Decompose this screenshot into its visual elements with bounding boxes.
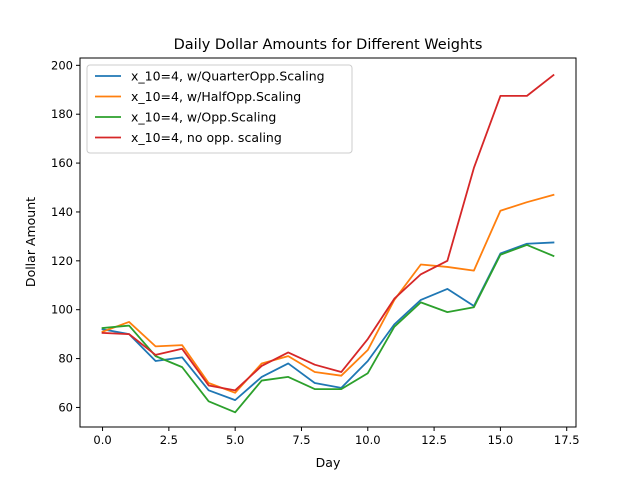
chart-title: Daily Dollar Amounts for Different Weigh…: [174, 37, 483, 53]
legend: x_10=4, w/QuarterOpp.Scaling x_10=4, w/Ha…: [86, 64, 353, 154]
x-tick-label: 7.5: [292, 433, 310, 447]
x-tick-label: 5.0: [226, 433, 244, 447]
y-tick-label: 200: [51, 58, 73, 72]
x-tick-label: 12.5: [421, 433, 447, 447]
x-tick-label: 0.0: [93, 433, 111, 447]
y-axis-label: Dollar Amount: [23, 197, 38, 287]
legend-box: [86, 64, 353, 154]
legend-label-3: x_10=4, w/Opp.Scaling: [131, 110, 276, 125]
y-tick-label: 80: [58, 352, 73, 366]
series-line-4: [101, 73, 555, 392]
series-line-3: [101, 244, 555, 414]
x-axis-label: Day: [316, 455, 341, 470]
y-axis: 60 80 100 120 140 160 180 200: [51, 58, 80, 414]
y-tick-label: 160: [51, 156, 73, 170]
y-tick-label: 120: [51, 254, 73, 268]
plot-area-frame: [79, 57, 577, 428]
legend-label-2: x_10=4, w/HalfOpp.Scaling: [131, 89, 301, 104]
y-tick-label: 60: [58, 400, 73, 414]
y-tick-label: 180: [51, 107, 73, 121]
series-layer: [101, 73, 555, 414]
x-tick-label: 10.0: [355, 433, 381, 447]
y-tick-label: 140: [51, 205, 73, 219]
x-tick-label: 15.0: [488, 433, 514, 447]
x-tick-label: 2.5: [160, 433, 178, 447]
y-tick-label: 100: [51, 303, 73, 317]
legend-label-4: x_10=4, no opp. scaling: [131, 130, 282, 145]
legend-label-1: x_10=4, w/QuarterOpp.Scaling: [131, 69, 325, 84]
x-axis: 0.0 2.5 5.0 7.5 10.0 12.5 15.0 17.5: [93, 427, 580, 447]
x-tick-label: 17.5: [554, 433, 580, 447]
series-line-2: [101, 193, 555, 394]
